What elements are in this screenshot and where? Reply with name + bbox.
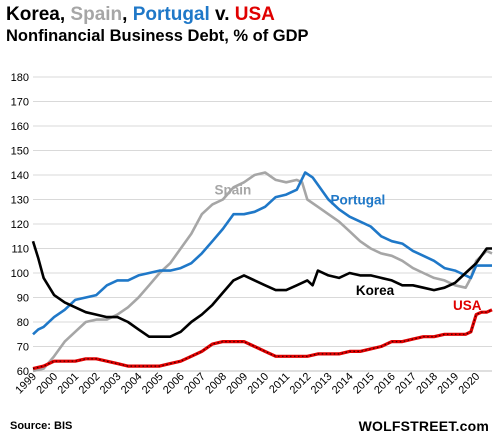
x-tick-label: 2001 <box>56 371 82 397</box>
y-tick-label: 150 <box>11 146 29 158</box>
title-part-0: Korea <box>6 4 60 25</box>
chart-subtitle: Nonfinancial Business Debt, % of GDP <box>6 27 309 45</box>
x-tick-label: 2015 <box>351 371 377 397</box>
series-line-spain <box>32 171 493 373</box>
series-lines <box>31 171 493 373</box>
series-label-usa: USA <box>453 298 482 313</box>
series-line-usa <box>32 308 493 371</box>
title-part-5: v. <box>209 4 235 25</box>
source-note: Source: BIS <box>10 420 73 432</box>
series-labels: Spain Portugal Korea USA <box>214 183 481 313</box>
series-label-korea: Korea <box>356 283 395 298</box>
title-part-4: Portugal <box>132 4 210 25</box>
brand-logo: WOLFSTREET.com <box>358 418 489 434</box>
y-tick-label: 60 <box>17 366 29 378</box>
x-tick-label: 2010 <box>245 371 271 397</box>
title-part-1: , <box>59 4 71 25</box>
y-tick-label: 170 <box>11 97 29 109</box>
y-tick-label: 120 <box>11 219 29 231</box>
series-label-portugal: Portugal <box>331 192 386 207</box>
x-tick-label: 2019 <box>435 371 461 397</box>
y-tick-label: 160 <box>11 121 29 133</box>
x-tick-label: 2016 <box>372 371 398 397</box>
x-tick-label: 2014 <box>330 371 356 397</box>
x-tick-label: 2002 <box>77 371 103 397</box>
y-tick-label: 110 <box>11 244 29 256</box>
y-axis-ticks: 60 70 80 90 100 110 120 130 140 150 160 170 180 <box>11 72 29 378</box>
x-tick-label: 2011 <box>267 371 292 396</box>
series-label-spain: Spain <box>214 183 251 198</box>
x-tick-label: 2006 <box>161 371 187 397</box>
x-tick-label: 2020 <box>456 371 482 397</box>
x-tick-label: 2004 <box>119 371 145 397</box>
y-tick-label: 180 <box>11 72 29 84</box>
y-tick-label: 140 <box>11 170 29 182</box>
y-tick-label: 70 <box>17 342 29 354</box>
series-line-korea <box>31 240 492 338</box>
x-tick-label: 2013 <box>309 371 335 397</box>
title-part-3: , <box>122 4 133 25</box>
x-tick-label: 2008 <box>203 371 229 397</box>
x-tick-label: 2003 <box>98 371 124 397</box>
grid-lines <box>33 76 492 372</box>
x-tick-label: 2009 <box>224 371 250 397</box>
x-tick-label: 2000 <box>34 371 60 397</box>
y-tick-label: 90 <box>17 293 29 305</box>
x-tick-label: 2017 <box>393 371 419 397</box>
series-line-portugal <box>32 171 492 336</box>
x-axis-ticks: 1999200020012002200320042005200620072008… <box>13 370 492 397</box>
y-tick-label: 130 <box>11 195 29 207</box>
y-tick-label: 80 <box>17 317 29 329</box>
y-tick-label: 100 <box>11 268 29 280</box>
title-part-6: USA <box>234 4 275 25</box>
title-part-2: Spain <box>70 4 123 25</box>
chart-title: Korea, Spain, Portugal v. USA <box>6 4 275 26</box>
x-tick-label: 2007 <box>182 371 208 397</box>
x-tick-label: 2005 <box>140 371 166 397</box>
x-tick-label: 2012 <box>288 371 314 397</box>
x-tick-label: 2018 <box>414 371 440 397</box>
